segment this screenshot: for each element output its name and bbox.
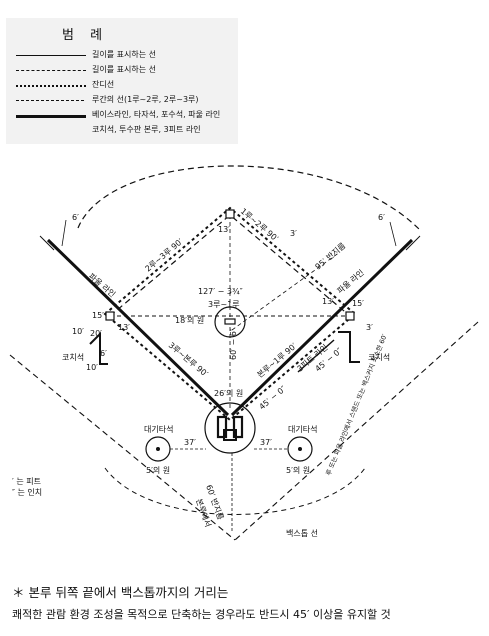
label-dim: 3′ <box>366 323 373 332</box>
legend-title: 범 례 <box>62 28 109 43</box>
footnote: ＊ 본루 뒤쪽 끝에서 백스톱까지의 거리는 쾌적한 관람 환경 조성을 목적으… <box>12 582 391 626</box>
label-coach-right: 코치석 <box>368 352 390 362</box>
pitcher-circle <box>214 306 246 338</box>
right-fence-line <box>234 321 479 541</box>
label-third-to-first: 3루~1루 <box>208 300 240 309</box>
label-dim: 10′ <box>86 363 98 372</box>
home-circle <box>204 402 256 454</box>
batter-box-right <box>232 415 244 439</box>
legend-item: 길이를 표시하는 선 <box>10 48 238 62</box>
legend-item: 코치석, 투수판 본루, 3피트 라인 <box>10 123 238 137</box>
label-second-third: 2루~3루 90′ <box>144 237 185 274</box>
label-dim: 20′ <box>90 329 102 338</box>
right-foul-line <box>230 238 414 417</box>
legend-item-label: 루간의 선(1루~2루, 2루~3루) <box>92 95 199 104</box>
label-coach-left: 코치석 <box>62 352 84 362</box>
label-first-second: 1루~2루 90′ <box>239 207 280 244</box>
label-circle-26: 26′의 원 <box>214 388 243 398</box>
legend-item-label: 잔디선 <box>92 80 115 89</box>
label-backstop: 백스톱 선 <box>286 528 318 538</box>
footnote-line-1: ＊ 본루 뒤쪽 끝에서 백스톱까지의 거리는 <box>12 585 229 600</box>
label-pitcher-dist: 127′ − 3¾″ <box>198 287 243 296</box>
label-dim: 13′ <box>322 297 334 306</box>
third-base <box>105 311 115 321</box>
label-ondeck-right: 대기타석 <box>288 424 317 434</box>
radius-95-line <box>231 251 341 331</box>
label-circle-5-left: 5′의 원 <box>146 465 170 475</box>
units-inch: ″ 는 인치 <box>12 488 43 497</box>
backstop-curve <box>104 467 366 515</box>
batter-box-left <box>216 415 228 439</box>
label-dim: 13′ <box>118 323 130 332</box>
left-fence-line <box>9 354 236 541</box>
label-dim: 13′ <box>218 225 230 234</box>
coach-box-right <box>338 331 360 363</box>
legend-item: 잔디선 <box>10 78 238 92</box>
label-pitch-60-6: 60′ − 6″ <box>229 328 238 360</box>
label-circle-5-right: 5′의 원 <box>286 465 310 475</box>
label-37-right: 37′ <box>260 438 272 447</box>
pitcher-plate <box>224 318 236 325</box>
units-feet: ′ 는 피트 <box>12 477 41 486</box>
label-foul-left: 파울 라인 <box>87 271 118 299</box>
label-dim: 10′ <box>72 327 84 336</box>
legend-item-label: 길이를 표시하는 선 <box>92 50 156 59</box>
legend-item: 루간의 선(1루~2루, 2루~3루) <box>10 93 238 107</box>
label-dim: 15′ <box>352 299 364 308</box>
outfield-arc <box>77 165 421 231</box>
label-radius-95: 95′ 반지름 <box>314 241 348 271</box>
coach-box-left <box>89 331 108 365</box>
label-circle-18: 18′의 원 <box>175 315 204 325</box>
label-37-left: 37′ <box>184 438 196 447</box>
legend-item: 베이스라인, 타자석, 포수석, 파울 라인 <box>10 108 238 122</box>
label-dim: 3′ <box>290 229 297 238</box>
legend-item-label: 코치석, 투수판 본루, 3피트 라인 <box>92 125 201 134</box>
legend-item-label: 길이를 표시하는 선 <box>92 65 156 74</box>
second-base <box>225 209 235 219</box>
three-ft-line <box>297 339 335 373</box>
label-dim: 15′ <box>92 311 104 320</box>
label-home-first: 본루~1루 90′ <box>256 341 299 379</box>
legend-box: 범 례 길이를 표시하는 선 길이를 표시하는 선 잔디선 루간의 선(1루~2… <box>6 18 238 144</box>
label-45-0: 45′ − 0″ <box>258 384 288 411</box>
first-base <box>345 311 355 321</box>
grass-line <box>103 206 357 422</box>
base-path-diamond <box>109 214 351 317</box>
label-ondeck-left: 대기타석 <box>144 424 173 434</box>
label-dim: 6′ <box>72 213 79 222</box>
legend-item-label: 베이스라인, 타자석, 포수석, 파울 라인 <box>92 110 221 119</box>
units-note: ′ 는 피트 ″ 는 인치 <box>12 476 42 498</box>
ondeck-circle-right <box>287 436 313 462</box>
label-dim: 6′ <box>100 349 107 358</box>
footnote-line-2: 쾌적한 관람 환경 조성을 목적으로 단축하는 경우라도 반드시 45′ 이상을… <box>12 608 391 621</box>
legend-item: 길이를 표시하는 선 <box>10 63 238 77</box>
left-foul-line <box>46 238 230 417</box>
label-dim: 6′ <box>378 213 385 222</box>
catcher-box <box>223 429 237 441</box>
